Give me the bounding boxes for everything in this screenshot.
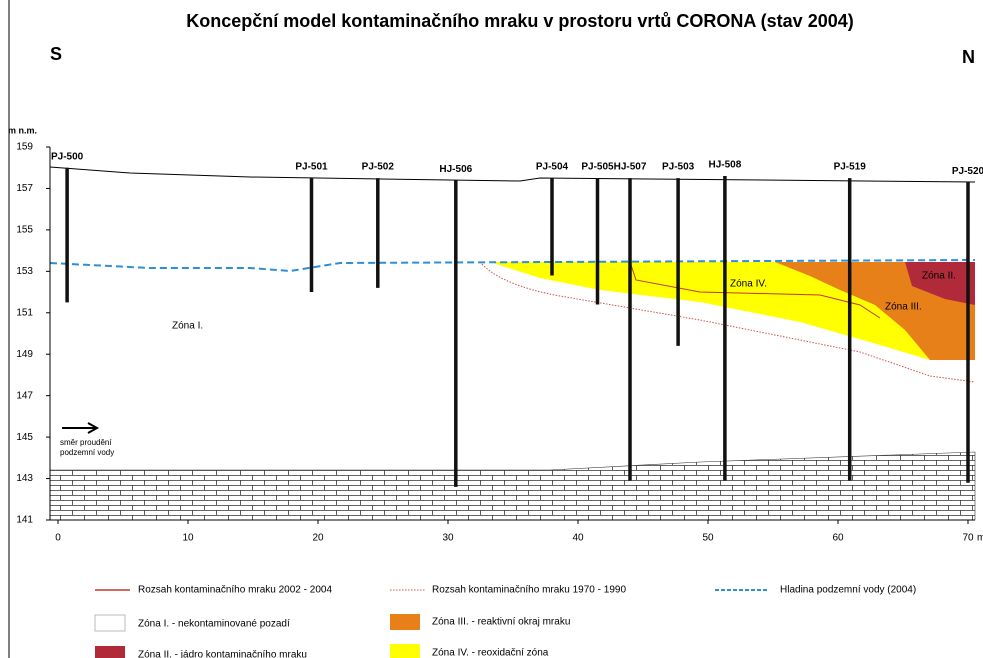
direction-label: N (962, 47, 975, 67)
y-tick-label: 147 (16, 390, 33, 401)
y-tick-label: 155 (16, 225, 33, 236)
well-label: PJ-504 (536, 162, 569, 173)
legend-label: Zóna II. - jádro kontaminačního mraku (138, 650, 307, 658)
well-label: PJ-500 (51, 151, 84, 162)
x-tick-label: 20 (312, 533, 324, 544)
legend-label: Zóna I. - nekontaminované pozadí (138, 619, 290, 630)
y-tick-label: 157 (16, 183, 33, 194)
well-label: PJ-502 (362, 162, 395, 173)
well-label: HJ-507 (614, 162, 647, 173)
legend-label: Zóna IV. - reoxidační zóna (432, 648, 549, 658)
well-label: PJ-519 (834, 162, 867, 173)
y-tick-label: 143 (16, 473, 33, 484)
legend-label: Zóna III. - reaktivní okraj mraku (432, 617, 570, 628)
title: Koncepční model kontaminačního mraku v p… (186, 11, 853, 31)
legend-label: Rozsah kontaminačního mraku 2002 - 2004 (138, 585, 332, 596)
well-label: PJ-503 (662, 162, 695, 173)
y-tick-label: 159 (16, 142, 33, 153)
flow-label: směr proudění (60, 438, 112, 447)
zone-label: Zóna II. (922, 271, 956, 282)
zone-label: Zóna IV. (730, 279, 767, 290)
y-tick-label: 149 (16, 349, 33, 360)
x-tick-label: 30 (442, 533, 454, 544)
zone-label: Zóna I. (172, 321, 203, 332)
y-tick-label: 151 (16, 307, 33, 318)
cross-section: Koncepční model kontaminačního mraku v p… (0, 0, 983, 658)
flow-label: podzemní vody (60, 448, 114, 457)
x-tick-label: 10 (182, 533, 194, 544)
well-label: PJ-505 (581, 162, 614, 173)
well-label: HJ-506 (439, 164, 472, 175)
x-tick-label: 0 (55, 533, 61, 544)
y-axis-label: m n.m. (8, 125, 37, 135)
bedrock (50, 452, 975, 520)
legend-swatch (95, 615, 125, 631)
zone-label: Zóna III. (885, 302, 922, 313)
x-tick-label: 70 (962, 533, 974, 544)
x-axis-unit: m (977, 533, 983, 544)
y-tick-label: 153 (16, 266, 33, 277)
y-tick-label: 141 (16, 515, 33, 526)
legend-label: Rozsah kontaminačního mraku 1970 - 1990 (432, 585, 626, 596)
legend-swatch (95, 646, 125, 658)
x-tick-label: 50 (702, 533, 714, 544)
legend-label: Hladina podzemní vody (2004) (780, 585, 916, 596)
x-tick-label: 40 (572, 533, 584, 544)
legend-swatch (390, 644, 420, 658)
direction-label: S (50, 44, 62, 64)
well-label: PJ-520 (952, 166, 983, 177)
y-tick-label: 145 (16, 432, 33, 443)
well-label: PJ-501 (295, 162, 328, 173)
legend-swatch (390, 614, 420, 630)
well-label: HJ-508 (708, 160, 741, 171)
x-tick-label: 60 (832, 533, 844, 544)
flow-arrow (62, 423, 97, 433)
